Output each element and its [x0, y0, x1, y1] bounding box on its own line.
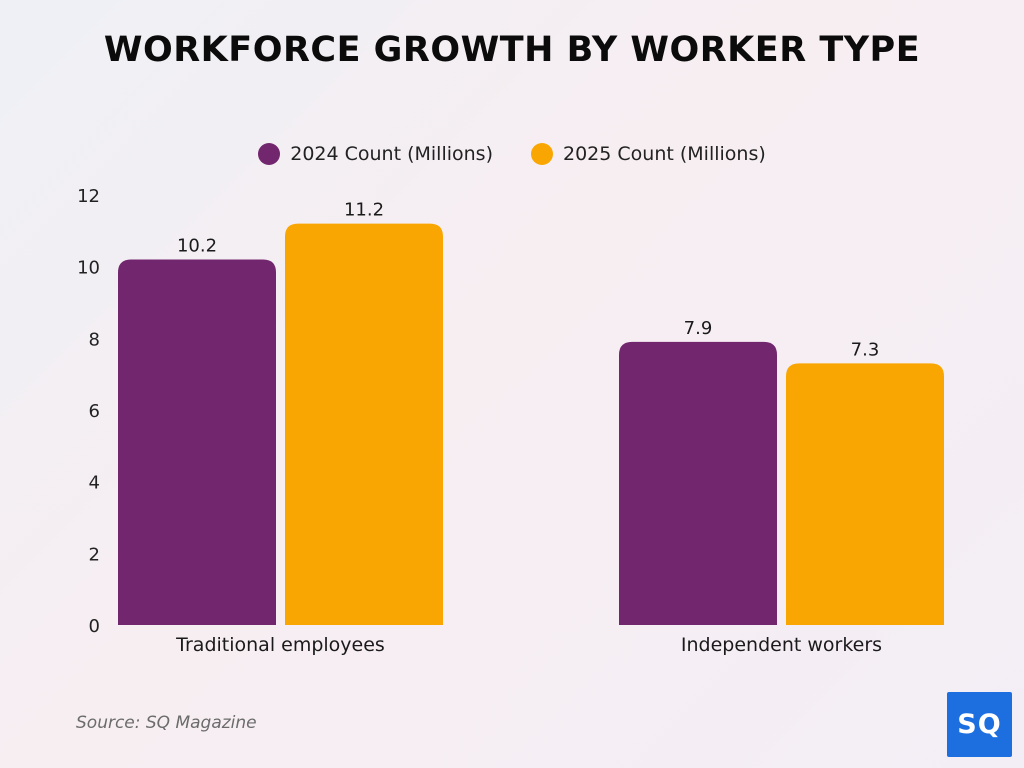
y-tick-label: 12: [77, 186, 100, 207]
data-label: 10.2: [177, 236, 217, 257]
x-category-label: Traditional employees: [175, 634, 385, 656]
y-tick-label: 6: [89, 401, 100, 422]
legend-label-2025: 2025 Count (Millions): [563, 143, 766, 165]
chart-title: WORKFORCE GROWTH BY WORKER TYPE: [103, 30, 921, 70]
y-tick-label: 2: [89, 544, 100, 565]
data-label: 7.9: [684, 318, 713, 339]
legend-swatch-2025: [531, 143, 553, 165]
bar: [285, 223, 443, 625]
y-tick-label: 0: [89, 616, 100, 637]
data-label: 7.3: [851, 339, 880, 360]
y-tick-label: 4: [89, 473, 100, 494]
bar: [786, 363, 944, 625]
legend: 2024 Count (Millions) 2025 Count (Millio…: [0, 143, 1024, 165]
y-tick-label: 10: [77, 258, 100, 279]
legend-swatch-2024: [258, 143, 281, 165]
legend-label-2024: 2024 Count (Millions): [290, 143, 493, 165]
bar: [619, 341, 777, 625]
source-note: Source: SQ Magazine: [76, 713, 257, 733]
logo: SQ: [947, 692, 1012, 757]
logo-text: SQ: [957, 709, 1002, 740]
legend-item-2025: 2025 Count (Millions): [531, 143, 766, 165]
x-category-label: Independent workers: [681, 634, 882, 656]
y-tick-label: 8: [89, 329, 100, 350]
bar: [118, 259, 276, 625]
data-label: 11.2: [344, 200, 384, 221]
legend-item-2024: 2024 Count (Millions): [258, 143, 493, 165]
